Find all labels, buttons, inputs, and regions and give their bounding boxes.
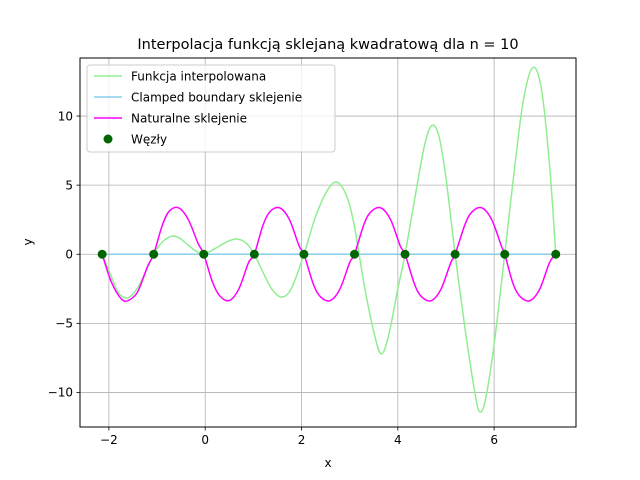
node-point <box>97 249 107 259</box>
node-point <box>299 249 309 259</box>
legend-box <box>86 64 336 153</box>
chart-title: Interpolacja funkcją sklejaną kwadratową… <box>137 37 518 53</box>
x-tick-label: 4 <box>394 433 402 447</box>
plot-frame <box>79 57 577 428</box>
node-point <box>349 249 359 259</box>
points-layer <box>97 249 561 259</box>
legend-label-0: Funkcja interpolowana <box>131 69 266 83</box>
legend-swatch-3 <box>103 134 113 144</box>
y-axis-label: y <box>21 238 35 245</box>
node-point <box>400 249 410 259</box>
x-tick-label: 6 <box>490 433 498 447</box>
series-line-0 <box>101 66 557 413</box>
x-tick-label: 0 <box>201 433 209 447</box>
y-tick-label: 10 <box>58 109 73 123</box>
ticks: −2 0 2 4 6 −10 −5 0 5 10 <box>48 109 498 447</box>
legend: Funkcja interpolowana Clamped boundary sk… <box>86 64 336 153</box>
legend-label-2: Naturalne sklejenie <box>131 111 247 125</box>
y-tick-label: −10 <box>48 386 73 400</box>
node-point <box>249 249 259 259</box>
y-tick-label: 5 <box>65 178 73 192</box>
series-layer <box>101 66 557 413</box>
node-point <box>450 249 460 259</box>
x-tick-label: 2 <box>298 433 306 447</box>
node-point <box>149 249 159 259</box>
node-point <box>500 249 510 259</box>
node-point <box>551 249 561 259</box>
legend-label-3: Węzły <box>131 132 167 146</box>
series-line-2 <box>101 206 557 302</box>
x-tick-label: −2 <box>100 433 118 447</box>
x-axis-label: x <box>324 456 331 470</box>
y-tick-label: 0 <box>65 248 73 262</box>
node-point <box>199 249 209 259</box>
y-tick-label: −5 <box>55 317 73 331</box>
legend-label-1: Clamped boundary sklejenie <box>131 90 302 104</box>
